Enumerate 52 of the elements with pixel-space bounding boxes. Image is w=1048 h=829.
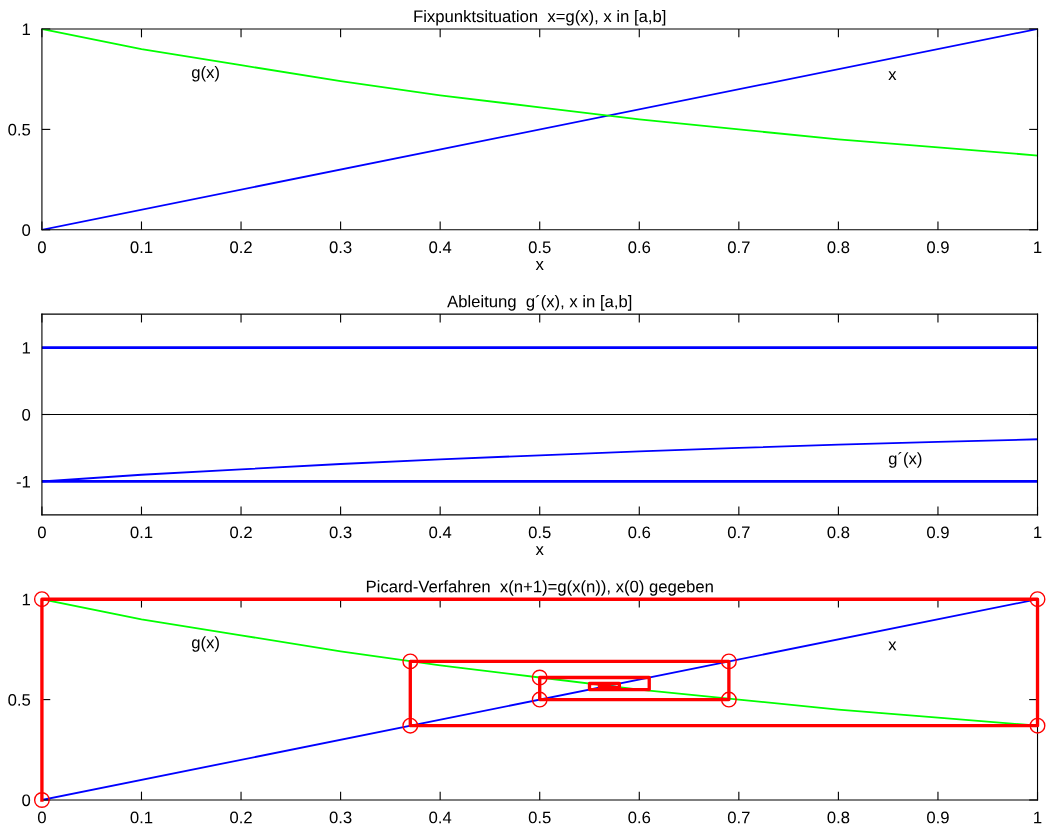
x-tick-label: 0.5	[528, 526, 551, 539]
series-label: g(x)	[191, 636, 219, 652]
x-tick-label: 0.9	[927, 811, 949, 824]
y-tick-label: 0.5	[8, 123, 31, 136]
series-label: g´(x)	[888, 452, 922, 468]
x-tick-label: 0.8	[827, 526, 850, 539]
x-tick-label: 1	[1034, 526, 1042, 539]
y-tick-label: 1	[22, 593, 30, 606]
x-tick-label: 0	[37, 241, 46, 254]
x-tick-label: 0	[37, 526, 46, 539]
x-tick-label: 0.4	[429, 526, 452, 539]
x-tick-label: 0.3	[329, 526, 352, 539]
y-tick-label: 0	[22, 794, 31, 807]
y-tick-label: 1	[22, 342, 30, 354]
x-tick-label: 0.7	[727, 526, 750, 539]
x-tick-label: 0.6	[628, 526, 651, 539]
x-tick-label: 0	[37, 811, 46, 824]
chart-title: Picard-Verfahren x(n+1)=g(x(n)), x(0) gegeben	[366, 580, 713, 596]
y-tick-label: -1	[16, 476, 30, 488]
y-tick-label: 0	[22, 408, 31, 421]
y-tick-label: 0.5	[8, 694, 31, 706]
series-label: g(x)	[191, 66, 219, 82]
x-tick-label: 0.1	[130, 526, 153, 539]
x-tick-label: 0.5	[528, 811, 551, 824]
x-tick-label: 0.4	[429, 241, 452, 254]
series-label: x	[888, 71, 897, 81]
x-tick-label: 0.9	[927, 526, 949, 539]
x-tick-label: 0.1	[130, 241, 153, 254]
chart-title: Fixpunktsituation x=g(x), x in [a,b]	[414, 9, 666, 26]
x-tick-label: 0.9	[927, 241, 949, 254]
x-tick-label: 0.1	[130, 811, 153, 824]
x-tick-label: 0.6	[628, 241, 651, 254]
x-axis-title: x	[535, 261, 544, 270]
x-tick-label: 0.7	[727, 241, 750, 254]
x-tick-label: 0.3	[329, 811, 352, 824]
x-tick-label: 0.4	[429, 811, 452, 824]
x-tick-label: 1	[1034, 241, 1042, 253]
x-tick-label: 0.8	[827, 811, 850, 824]
x-tick-label: 0.2	[230, 811, 252, 824]
series-label: x	[888, 641, 897, 651]
x-tick-label: 0.8	[827, 241, 850, 254]
x-axis-title: x	[535, 546, 544, 555]
x-tick-label: 0.5	[528, 241, 551, 254]
chart-title: Ableitung g´(x), x in [a,b]	[447, 294, 632, 311]
y-tick-label: 0	[22, 224, 31, 236]
x-tick-label: 0.3	[329, 241, 352, 254]
x-tick-label: 1	[1034, 811, 1042, 824]
x-tick-label: 0.2	[230, 241, 252, 254]
x-tick-label: 0.2	[230, 526, 252, 539]
x-tick-label: 0.6	[628, 811, 651, 824]
x-tick-label: 0.7	[727, 811, 750, 824]
y-tick-label: 1	[22, 23, 30, 36]
